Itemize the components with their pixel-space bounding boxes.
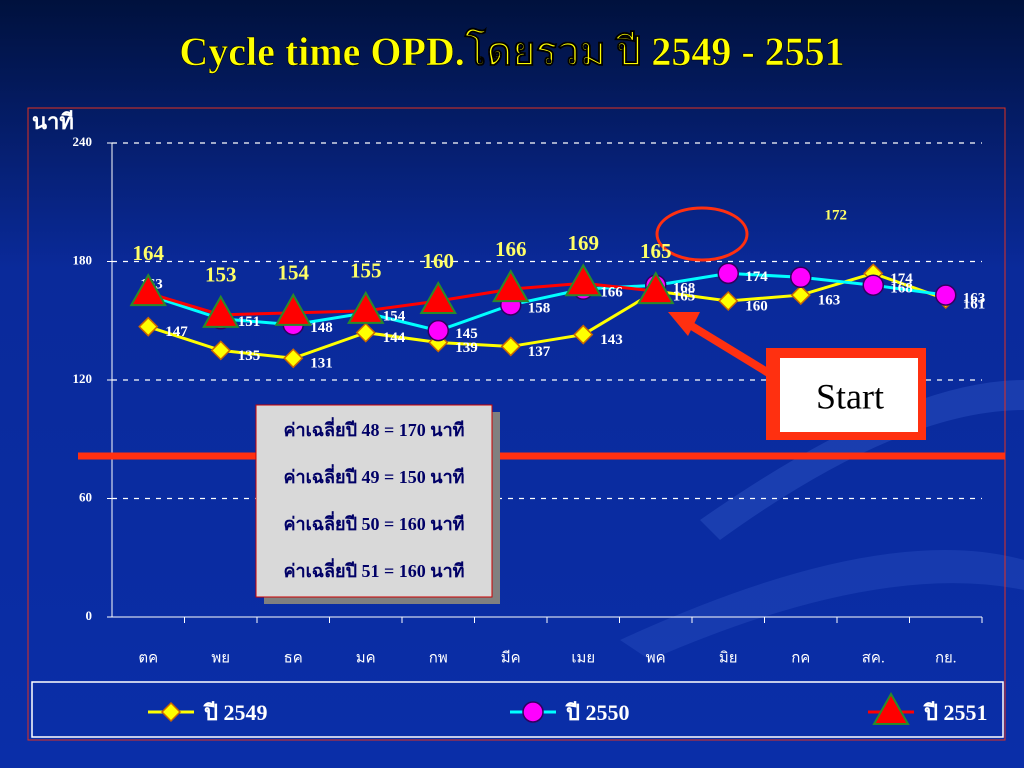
decor-swoosh [700,380,1024,540]
marker [935,284,957,306]
marker [419,280,457,314]
marker [202,294,240,328]
chart-title: Cycle time OPD.โดยรวม ปี 2549 - 2551 [179,28,844,74]
annotation-text: ค่าเฉลี่ยปี 50 = 160 นาที [283,511,464,534]
series-line [147,271,947,360]
decor-swoosh [620,550,1024,660]
x-tick-label: มิย [719,649,738,666]
data-label: 165 [640,239,672,263]
legend-label: ปี 2549 [203,700,268,725]
marker [129,273,167,307]
marker [283,348,304,369]
marker [790,266,812,289]
data-label: 166 [495,237,527,261]
y-tick-label: 0 [86,608,93,623]
annotation-text: ค่าเฉลี่ยปี 51 = 160 นาที [283,558,464,581]
data-label: 172 [825,207,848,223]
annotation-text: ค่าเฉลี่ยปี 48 = 170 นาที [283,417,464,440]
data-label: 154 [383,308,406,324]
series-line [147,281,656,317]
data-label: 158 [528,300,551,316]
data-label: 161 [963,296,986,312]
callout-box [780,358,918,432]
marker [872,691,910,725]
data-label: 145 [455,326,478,342]
marker [637,271,675,305]
data-label: 168 [673,281,696,297]
y-tick-label: 120 [73,371,93,386]
marker [138,316,159,337]
arrow-shaft [687,321,783,384]
data-label: 151 [238,314,261,330]
marker [274,292,312,326]
marker [564,263,602,297]
marker [718,290,739,312]
x-tick-label: เมย [571,650,595,666]
data-label: 139 [455,340,478,356]
x-tick-label: ตค [138,650,158,666]
x-tick-label: สค. [862,650,885,666]
y-axis-label: นาที [32,109,74,134]
marker [717,262,739,285]
y-tick-label: 60 [79,489,92,504]
legend-label: ปี 2551 [923,700,988,725]
data-label: 147 [165,324,188,340]
marker [210,340,231,361]
data-label: 163 [818,293,841,309]
data-label: 165 [673,289,696,305]
data-label: 135 [238,348,261,364]
x-tick-label: มีค [501,649,521,666]
data-label: 155 [350,259,382,283]
marker [862,274,884,296]
annotation-text: ค่าเฉลี่ยปี 49 = 150 นาที [283,464,464,487]
callout-text: Start [816,376,884,416]
legend-label: ปี 2550 [565,700,630,725]
marker [492,269,530,303]
x-tick-label: พย [211,650,230,666]
y-tick-label: 240 [73,134,93,149]
data-label: 164 [133,241,165,265]
marker [160,701,182,723]
x-tick-label: กพ [429,650,448,666]
data-label: 154 [278,261,310,285]
x-tick-label: พค [646,650,666,666]
data-label: 143 [600,332,623,348]
data-label: 169 [568,231,600,255]
arrow-head [668,312,700,336]
data-label: 144 [383,330,406,346]
x-tick-label: กย. [935,650,957,666]
marker [355,322,376,343]
marker [790,285,811,306]
annotation-box [255,404,493,598]
data-label: 160 [423,249,455,273]
x-tick-label: กค [791,650,810,666]
data-label: 160 [745,298,768,314]
legend-box [31,681,1004,738]
data-label: 168 [890,281,913,297]
data-label: 131 [310,356,333,372]
data-label: 166 [600,285,623,301]
data-label: 174 [890,271,913,287]
marker [573,324,594,345]
x-tick-label: มค [356,650,376,666]
data-label: 163 [963,291,986,307]
marker [427,319,449,342]
y-tick-label: 180 [73,252,93,267]
marker [500,336,521,357]
plot-frame [27,107,1006,741]
data-label: 137 [528,344,551,360]
data-label: 153 [205,263,237,287]
marker [522,701,544,723]
marker [347,290,385,324]
data-label: 148 [310,320,333,336]
x-tick-label: ธค [284,650,303,666]
data-label: 174 [745,269,768,285]
highlight-ellipse [655,206,749,262]
